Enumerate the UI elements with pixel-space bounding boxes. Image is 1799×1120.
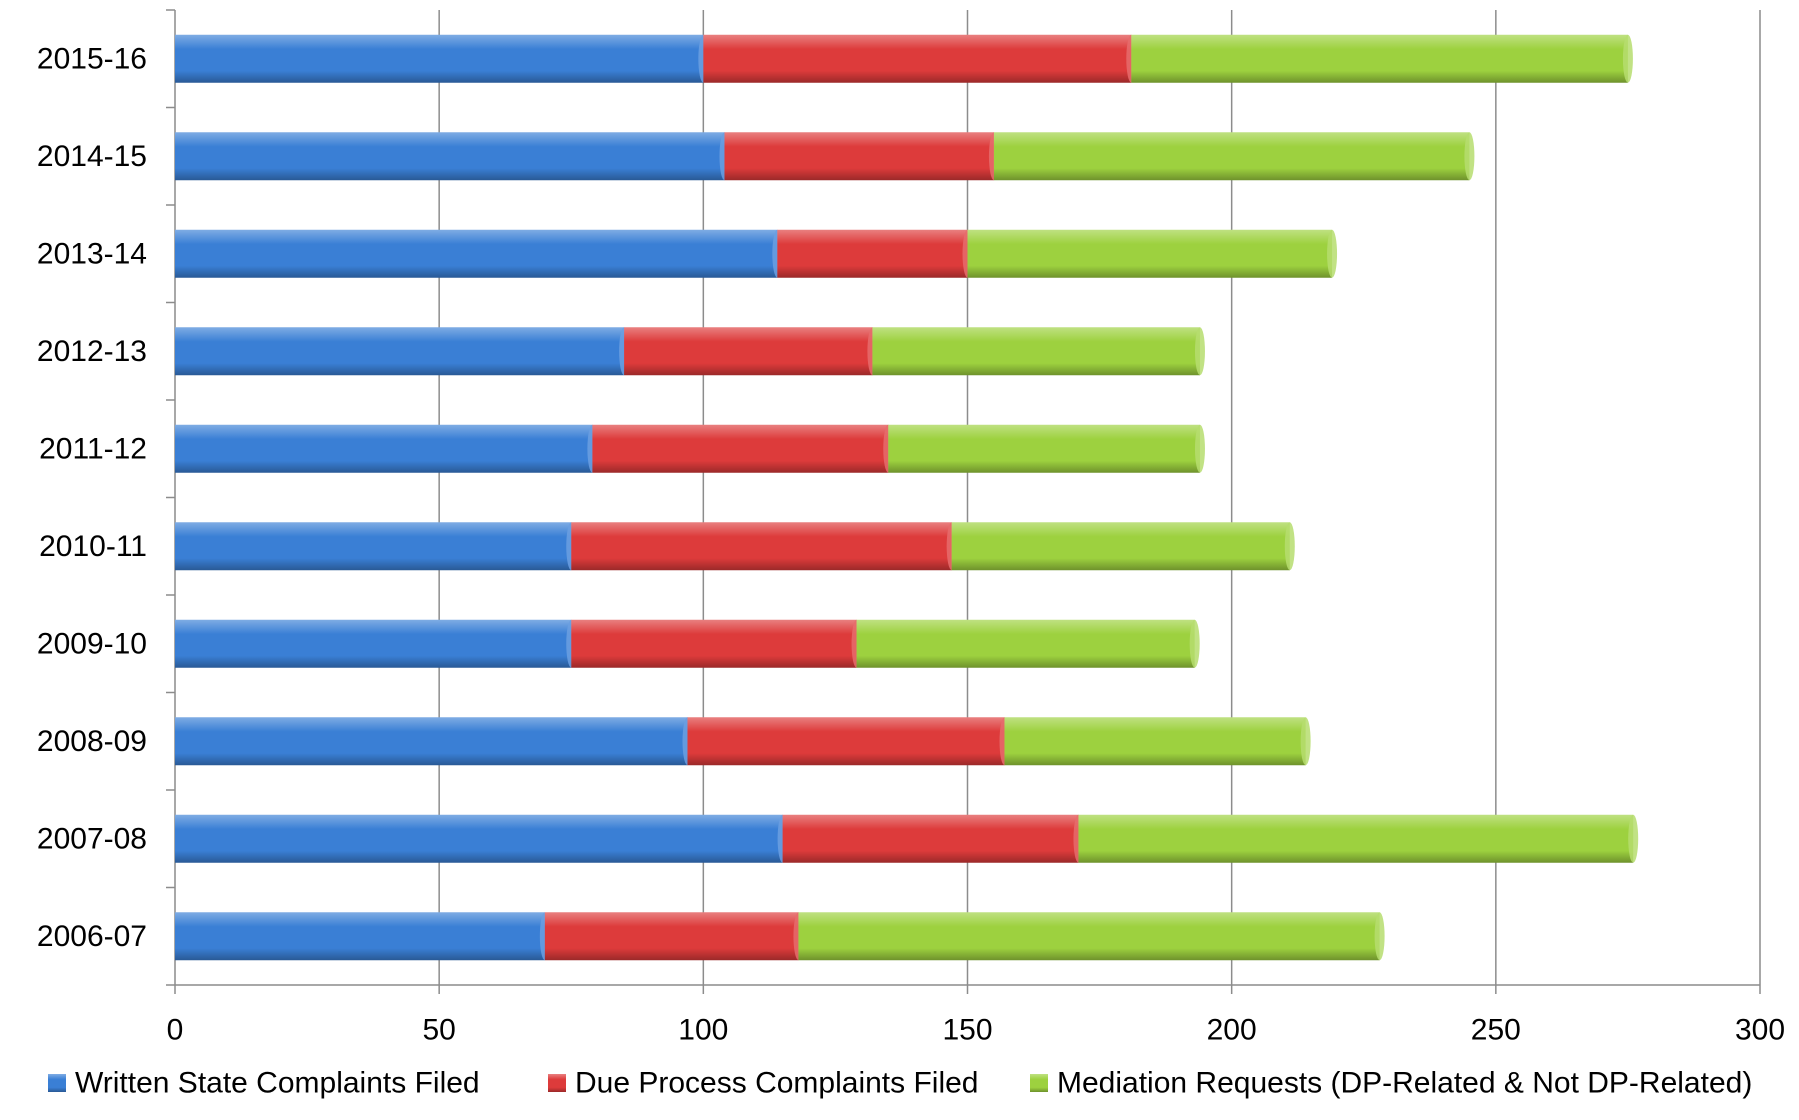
bar-segment	[724, 132, 994, 181]
bar-segment-cap	[1194, 327, 1205, 376]
bar-segment	[1004, 717, 1306, 766]
bar-segment	[175, 132, 725, 181]
bar-segment-cap	[1628, 814, 1639, 863]
legend: Written State Complaints Filed Due Proces…	[48, 1067, 1752, 1100]
bar-segment	[175, 522, 572, 571]
y-tick-label: 2013-14	[37, 237, 147, 270]
tick-labels: 2015-16 2014-15 2013-14 2012-13 2011-12 2010-…	[37, 42, 1785, 1046]
bar-segment-cap	[1622, 34, 1633, 83]
y-tick-label: 2008-09	[37, 725, 147, 758]
bar-segment	[175, 424, 593, 473]
y-tick-label: 2015-16	[37, 42, 147, 75]
bar-segment	[1078, 814, 1634, 863]
bar-segment	[175, 229, 778, 278]
bar-segment	[856, 619, 1195, 668]
legend-item: Written State Complaints Filed	[48, 1067, 480, 1100]
x-tick-label: 50	[422, 1014, 455, 1047]
bar-segment	[175, 34, 704, 83]
x-tick-label: 150	[942, 1014, 992, 1047]
bar-segment	[951, 522, 1290, 571]
legend-swatch	[1030, 1074, 1048, 1092]
bar-segment	[592, 424, 889, 473]
bar-segment	[571, 619, 857, 668]
bar-segment	[798, 912, 1380, 961]
bar-segment	[1131, 34, 1628, 83]
bar-segment	[777, 229, 968, 278]
bar-segment	[703, 34, 1132, 83]
bar-segment	[967, 229, 1333, 278]
bar-segment	[175, 814, 783, 863]
x-tick-label: 300	[1735, 1014, 1785, 1047]
legend-label: Mediation Requests (DP-Related & Not DP-…	[1057, 1067, 1752, 1100]
y-tick-label: 2006-07	[37, 920, 147, 953]
bar-segment-cap	[1374, 912, 1385, 961]
legend-swatch	[548, 1074, 566, 1092]
legend-swatch	[48, 1074, 66, 1092]
bar-segment	[175, 912, 545, 961]
bar-segment	[888, 424, 1200, 473]
bars	[175, 34, 1639, 961]
y-tick-label: 2009-10	[37, 627, 147, 660]
x-tick-label: 0	[167, 1014, 184, 1047]
legend-item: Due Process Complaints Filed	[548, 1067, 979, 1100]
y-tick-label: 2007-08	[37, 822, 147, 855]
bar-segment	[175, 327, 625, 376]
y-tick-label: 2010-11	[39, 530, 147, 563]
bar-segment	[782, 814, 1079, 863]
bar-segment-cap	[1300, 717, 1311, 766]
y-tick-label: 2012-13	[37, 335, 147, 368]
bar-segment	[687, 717, 1005, 766]
bar-segment	[624, 327, 873, 376]
y-tick-label: 2011-12	[39, 432, 147, 465]
x-tick-label: 100	[678, 1014, 728, 1047]
bar-segment-cap	[1284, 522, 1295, 571]
x-tick-label: 250	[1471, 1014, 1521, 1047]
bar-segment	[175, 717, 688, 766]
bar-segment-cap	[1464, 132, 1475, 181]
bar-segment	[993, 132, 1470, 181]
bar-segment	[571, 522, 952, 571]
legend-item: Mediation Requests (DP-Related & Not DP-…	[1030, 1067, 1752, 1100]
legend-label: Due Process Complaints Filed	[575, 1067, 979, 1100]
x-tick-label: 200	[1207, 1014, 1257, 1047]
y-tick-label: 2014-15	[37, 140, 147, 173]
bar-segment	[872, 327, 1200, 376]
bar-segment	[544, 912, 799, 961]
bar-segment	[175, 619, 572, 668]
bar-segment-cap	[1327, 229, 1338, 278]
bar-segment-cap	[1189, 619, 1200, 668]
bar-segment-cap	[1194, 424, 1205, 473]
legend-label: Written State Complaints Filed	[75, 1067, 480, 1100]
